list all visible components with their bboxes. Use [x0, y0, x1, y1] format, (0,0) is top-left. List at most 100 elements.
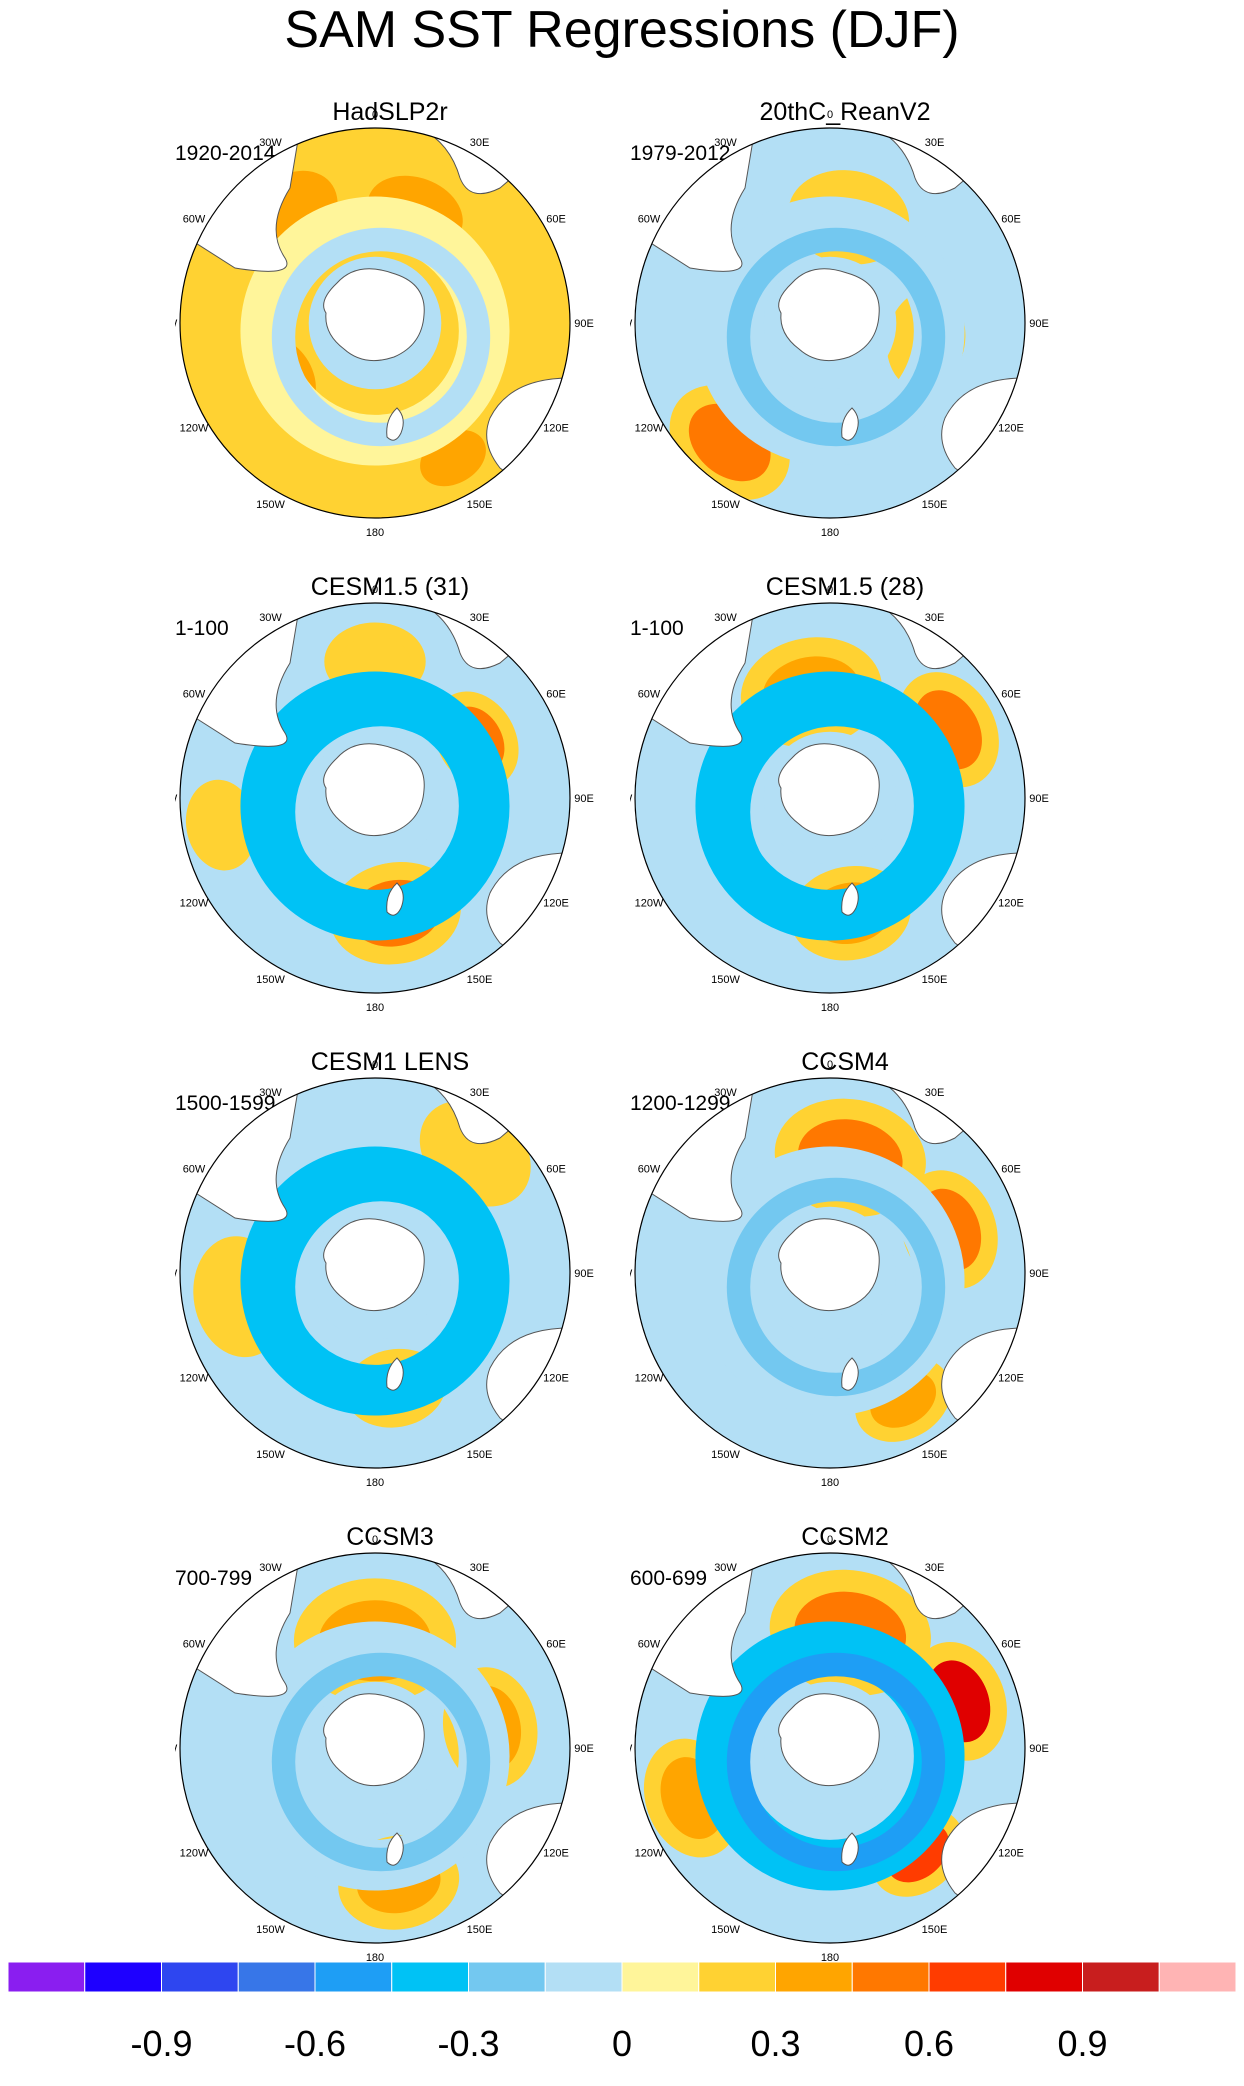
panel-title: CCSM3	[346, 1523, 434, 1551]
longitude-label: 90E	[574, 793, 594, 805]
longitude-label: 60E	[1001, 1639, 1021, 1651]
new-zealand	[386, 1357, 404, 1391]
longitude-label: 60E	[546, 214, 566, 226]
longitude-label: 0	[372, 584, 378, 596]
longitude-label: 30W	[259, 1087, 282, 1099]
longitude-label: 180	[821, 1002, 839, 1014]
longitude-label: 90W	[175, 1743, 178, 1755]
longitude-label: 120E	[998, 1848, 1024, 1860]
colorbar-swatch	[161, 1961, 239, 1993]
longitude-label: 60W	[183, 214, 206, 226]
longitude-label: 180	[366, 527, 384, 539]
longitude-label: 120W	[635, 898, 664, 910]
panel-title: CCSM2	[801, 1523, 889, 1551]
map-boundary	[179, 1552, 571, 1944]
longitude-label: 30E	[925, 137, 945, 149]
longitude-label: 60W	[183, 689, 206, 701]
panel-title: CESM1 LENS	[310, 1048, 470, 1076]
polar-map: 0 30E 60E 90E 120E 150E 180 150W 120W 90W 60W 30W	[630, 109, 1049, 539]
colorbar-tick-label: 0	[612, 2023, 632, 2064]
longitude-label: 120W	[180, 1848, 209, 1860]
longitude-label: 0	[372, 1059, 378, 1071]
map-boundary	[634, 1077, 1026, 1469]
longitude-label: 120E	[543, 423, 569, 435]
colorbar-tick-label: -0.9	[130, 2023, 192, 2064]
new-zealand	[841, 882, 859, 916]
polar-map: 0 30E 60E 90E 120E 150E 180 150W 120W 90W 60W 30W	[175, 109, 594, 539]
longitude-label: 0	[827, 1059, 833, 1071]
polar-map: 0 30E 60E 90E 120E 150E 180 150W 120W 90W 60W 30W	[175, 1534, 594, 1964]
polar-map: 0 30E 60E 90E 120E 150E 180 150W 120W 90W 60W 30W	[175, 1059, 594, 1489]
colorbar-tick-label: 0.3	[750, 2023, 800, 2064]
longitude-label: 150E	[922, 974, 948, 986]
colorbar-swatch	[314, 1961, 393, 1993]
longitude-label: 60W	[638, 1164, 661, 1176]
panel-period: 1-100	[175, 617, 229, 640]
longitude-label: 150W	[256, 499, 285, 511]
antarctica	[778, 743, 880, 837]
antarctica	[323, 1693, 425, 1787]
negative-ring	[271, 1652, 491, 1872]
longitude-label: 30W	[714, 612, 737, 624]
negative-ring	[726, 1652, 946, 1872]
longitude-label: 120E	[998, 1373, 1024, 1385]
new-zealand	[386, 882, 404, 916]
longitude-label: 120E	[998, 898, 1024, 910]
colorbar-swatch	[84, 1961, 162, 1993]
map-boundary	[634, 1552, 1026, 1944]
longitude-label: 180	[821, 1952, 839, 1964]
antarctica	[323, 268, 425, 362]
longitude-label: 30W	[714, 1087, 737, 1099]
map-boundary	[179, 1077, 571, 1469]
longitude-label: 120E	[543, 1848, 569, 1860]
new-zealand	[841, 1357, 859, 1391]
colorbar-swatch	[1005, 1961, 1083, 1993]
antarctica	[323, 1218, 425, 1312]
colorbar-swatch	[391, 1961, 469, 1993]
longitude-label: 90W	[630, 1268, 633, 1280]
longitude-label: 60W	[183, 1164, 206, 1176]
longitude-label: 30E	[470, 1087, 490, 1099]
longitude-label: 180	[366, 1002, 384, 1014]
longitude-label: 90W	[175, 793, 178, 805]
antarctica	[778, 268, 880, 362]
longitude-label: 120E	[543, 898, 569, 910]
longitude-label: 150W	[256, 974, 285, 986]
longitude-label: 90W	[630, 1743, 633, 1755]
map-boundary	[634, 602, 1026, 994]
colorbar-swatch	[1082, 1961, 1160, 1993]
map-panel: HadSLP2r 1920-2014 0 30E 60E 90E 120E 150E 180 15…	[175, 98, 605, 539]
colorbar-tick-label: -0.6	[284, 2023, 346, 2064]
colorbar-swatch	[928, 1961, 1007, 1993]
longitude-label: 90W	[175, 1268, 178, 1280]
panel-period: 700-799	[175, 1567, 253, 1590]
longitude-label: 90W	[175, 318, 178, 330]
longitude-label: 90E	[574, 318, 594, 330]
longitude-label: 90E	[1029, 793, 1049, 805]
panel-period: 1-100	[630, 617, 684, 640]
new-zealand	[841, 407, 859, 441]
longitude-label: 60W	[183, 1639, 206, 1651]
colorbar-swatch	[775, 1961, 853, 1993]
panel-title: HadSLP2r	[332, 98, 448, 126]
longitude-label: 30W	[714, 1562, 737, 1574]
colorbar-tick-label: 0.9	[1057, 2023, 1107, 2064]
colorbar-swatch	[237, 1961, 316, 1993]
map-panel: CESM1 LENS 1500-1599 0 30E 60E 90E 120E 150E 180…	[175, 1048, 605, 1489]
map-panel: CESM1.5 (28) 1-100 0 30E 60E 90E 120E 150E 180 15…	[630, 573, 1060, 1014]
longitude-label: 90W	[630, 318, 633, 330]
longitude-label: 150E	[922, 1449, 948, 1461]
polar-map: 0 30E 60E 90E 120E 150E 180 150W 120W 90W 60W 30W	[630, 1534, 1049, 1964]
new-zealand	[386, 407, 404, 441]
longitude-label: 0	[372, 109, 378, 121]
longitude-label: 60E	[546, 689, 566, 701]
longitude-label: 0	[827, 109, 833, 121]
panel-title: CESM1.5 (28)	[765, 573, 925, 601]
colorbar-swatch	[7, 1961, 86, 1993]
map-boundary	[634, 127, 1026, 519]
antarctica	[778, 1693, 880, 1787]
map-panel: CCSM3 700-799 0 30E 60E 90E 120E 150E 180 150W 120…	[175, 1523, 605, 1964]
colorbar-tick-label: 0.6	[904, 2023, 954, 2064]
longitude-label: 30W	[259, 1562, 282, 1574]
longitude-label: 30E	[925, 1562, 945, 1574]
